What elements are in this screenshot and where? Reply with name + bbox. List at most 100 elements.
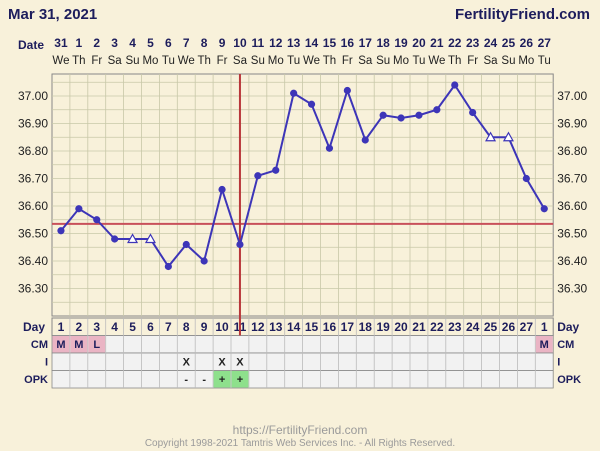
cm-row-label-left: CM: [31, 339, 48, 351]
cycle-day-label: 26: [502, 320, 516, 334]
date-label: 12: [269, 36, 283, 50]
cycle-day-label: 16: [323, 320, 337, 334]
cm-row-label-right: CM: [557, 339, 574, 351]
weekday-label: Su: [126, 55, 140, 67]
cycle-day-label: 8: [183, 320, 190, 334]
weekday-label: Fr: [467, 55, 478, 67]
date-label: 20: [412, 36, 426, 50]
intercourse-row-label-right: I: [557, 357, 560, 369]
date-label: 10: [233, 36, 247, 50]
temperature-point: [361, 136, 369, 144]
cm-cell: [535, 336, 553, 353]
chart-reference-lines: [52, 74, 554, 336]
temperature-point: [325, 144, 334, 152]
opk-row-label-right: OPK: [557, 374, 581, 386]
chart-axis-labels: 37.00 37.00 36.90 36.90 36.80 36.80 36.70 36.70…: [18, 36, 588, 296]
temperature-point: [93, 216, 101, 224]
cycle-day-label: 24: [466, 320, 480, 334]
temperature-line: [60, 83, 546, 269]
date-label: 23: [466, 36, 480, 50]
temperature-point: [200, 257, 208, 265]
weekday-label: Mo: [518, 55, 534, 67]
date-label: 26: [520, 36, 534, 50]
temperature-point: [254, 172, 262, 180]
weekday-label: Mo: [268, 55, 284, 67]
opk-positive-cell: [213, 371, 231, 388]
cm-cell: [52, 336, 70, 353]
cycle-day-label: 10: [215, 320, 229, 334]
chart-date: Mar 31, 2021: [8, 6, 98, 23]
temperature-point: [343, 86, 351, 95]
weekday-label: Su: [501, 55, 515, 67]
chart-grid: [51, 73, 554, 317]
cycle-day-label: 5: [129, 320, 136, 334]
date-label: 7: [183, 36, 190, 50]
temperature-point-open: [485, 131, 497, 142]
date-label: 16: [341, 36, 355, 50]
date-label: 25: [502, 36, 516, 50]
temperature-point: [164, 262, 172, 271]
y-tick-right: 36.70: [557, 172, 587, 186]
temperature-point: [307, 100, 316, 108]
weekday-label: Sa: [358, 55, 373, 67]
y-tick-left: 36.30: [18, 282, 48, 296]
weekday-label: Mo: [393, 55, 409, 67]
date-row-label: Date: [18, 38, 44, 52]
date-label: 22: [448, 36, 462, 50]
temperature-point: [236, 240, 244, 249]
date-label: 5: [147, 36, 154, 50]
date-label: 15: [323, 36, 337, 50]
weekday-label: Th: [323, 55, 336, 67]
weekday-label: Sa: [233, 55, 248, 67]
intercourse-mark: X: [183, 357, 191, 369]
date-label: 31: [54, 36, 68, 50]
date-label: 19: [394, 36, 408, 50]
temperature-point-open: [502, 131, 514, 142]
date-label: 8: [201, 36, 208, 50]
weekday-label: Tu: [538, 55, 551, 67]
weekday-label: Su: [251, 55, 265, 67]
cycle-day-label: 22: [430, 320, 444, 334]
y-tick-left: 37.00: [18, 89, 48, 103]
cycle-day-label: 14: [287, 320, 301, 334]
cycle-day-label: 23: [448, 320, 462, 334]
temperature-point: [218, 185, 226, 194]
date-label: 3: [111, 36, 118, 50]
weekday-label: We: [52, 55, 69, 67]
brand-title: FertilityFriend.com: [454, 6, 590, 23]
opk-positive-cell: [231, 371, 249, 388]
date-label: 13: [287, 36, 301, 50]
y-tick-right: 36.80: [557, 144, 587, 158]
day-row-label-left: Day: [23, 320, 45, 334]
cycle-day-label: 27: [520, 320, 534, 334]
date-label: 2: [93, 36, 100, 50]
opk-row-label-left: OPK: [24, 374, 48, 386]
weekday-label: Tu: [162, 55, 175, 67]
date-label: 9: [219, 36, 226, 50]
cycle-day-label: 6: [147, 320, 154, 334]
weekday-label: Fr: [342, 55, 353, 67]
footer-url: https://FertilityFriend.com: [232, 423, 368, 437]
cycle-day-label: 1: [541, 320, 548, 334]
temperature-point: [397, 114, 405, 122]
intercourse-mark: X: [218, 357, 226, 369]
date-label: 11: [252, 36, 265, 50]
date-label: 1: [76, 36, 83, 50]
cycle-day-label: 15: [305, 320, 319, 334]
y-tick-left: 36.40: [18, 254, 48, 268]
y-tick-left: 36.80: [18, 144, 48, 158]
temperature-point: [182, 240, 190, 249]
weekday-label: Su: [376, 55, 390, 67]
cycle-day-label: 17: [341, 320, 355, 334]
temperature-point: [111, 235, 119, 243]
opk-value: +: [219, 374, 225, 386]
temperature-point: [522, 174, 530, 183]
cycle-day-label: 20: [394, 320, 408, 334]
cm-value: L: [93, 339, 100, 351]
weekday-label: Fr: [91, 55, 102, 67]
cycle-day-label: 18: [359, 320, 373, 334]
intercourse-row-label-left: I: [45, 357, 48, 369]
cycle-day-label: 4: [111, 320, 118, 334]
cycle-day-label: 21: [412, 320, 426, 334]
